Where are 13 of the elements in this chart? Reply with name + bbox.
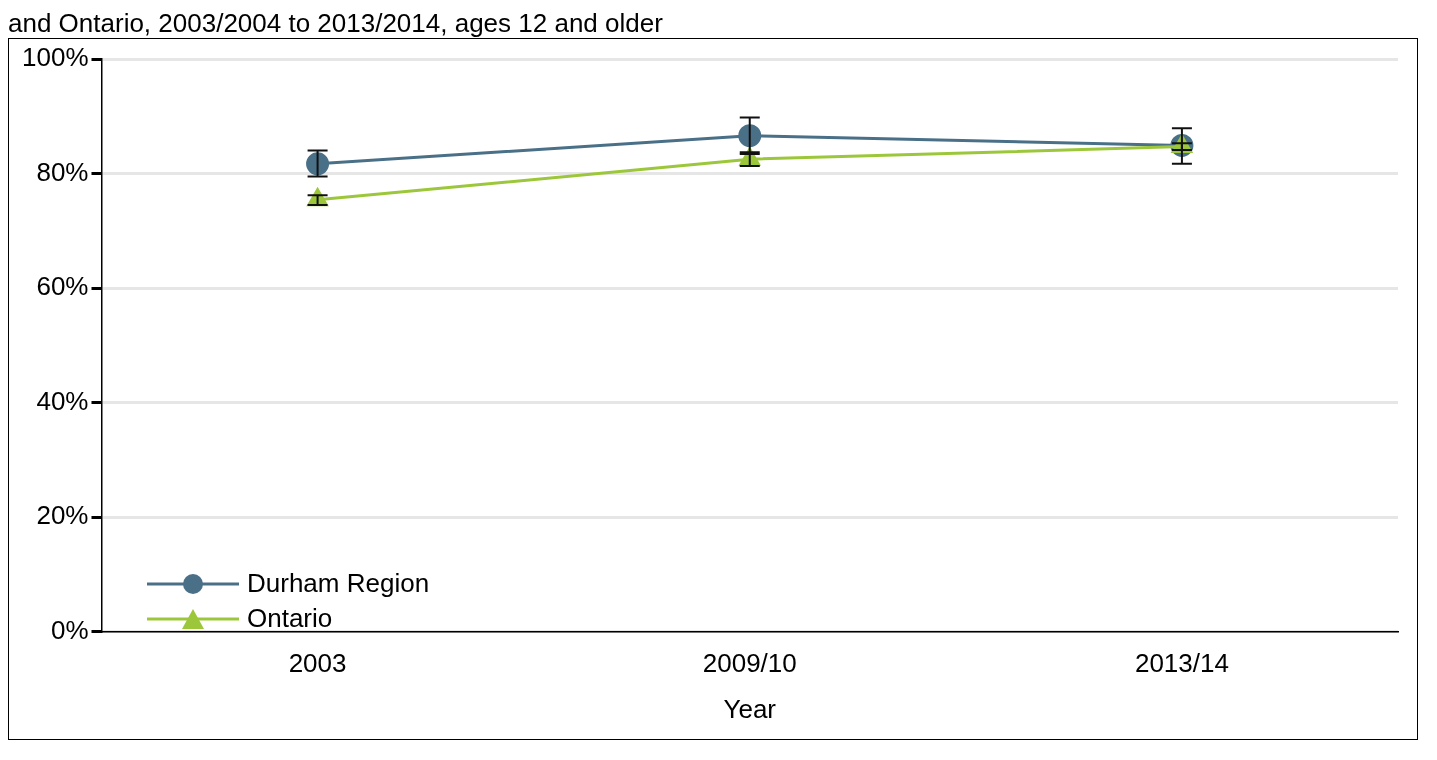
legend-label: Durham Region — [247, 568, 430, 599]
y-tick-label: 80% — [36, 156, 89, 187]
legend-label: Ontario — [247, 603, 333, 634]
y-tick-label: 20% — [36, 500, 89, 531]
x-axis-title: Year — [723, 693, 777, 724]
y-tick-label: 40% — [36, 385, 89, 416]
y-tick-label: 0% — [50, 614, 89, 645]
y-tick-label: 100% — [22, 42, 89, 73]
x-tick-label: 2003 — [288, 648, 347, 679]
x-tick-label: 2013/14 — [1134, 648, 1229, 679]
y-tick-label: 60% — [36, 271, 89, 302]
x-tick-label: 2009/10 — [702, 648, 797, 679]
chart-title: and Ontario, 2003/2004 to 2013/2014, ages 12 and older — [8, 8, 664, 38]
